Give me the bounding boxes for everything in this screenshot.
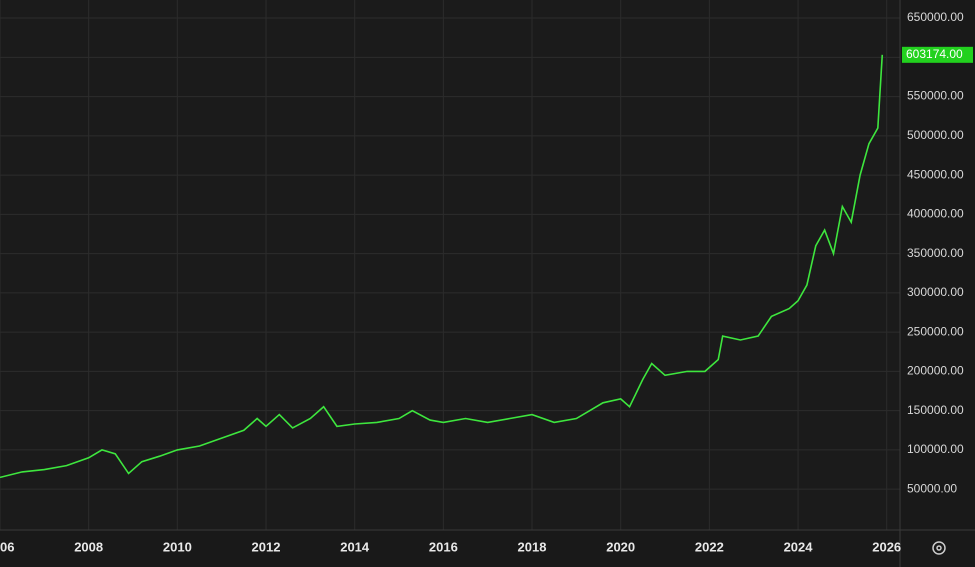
x-tick-label: 2026 <box>872 539 901 554</box>
y-tick-label: 50000.00 <box>907 481 957 495</box>
x-tick-label: 2016 <box>429 539 458 554</box>
x-tick-label: 2024 <box>784 539 814 554</box>
y-tick-label: 450000.00 <box>907 167 964 181</box>
x-tick-label: 2012 <box>252 539 281 554</box>
y-tick-label: 500000.00 <box>907 128 964 142</box>
price-line <box>0 54 884 479</box>
last-price-label: 603174.00 <box>906 47 963 61</box>
x-tick-label: 2008 <box>74 539 103 554</box>
x-tick-label: 2022 <box>695 539 724 554</box>
plot-area <box>0 0 900 530</box>
y-tick-label: 200000.00 <box>907 364 964 378</box>
y-tick-label: 650000.00 <box>907 10 964 24</box>
x-tick-label: 2006 <box>0 539 14 554</box>
y-tick-label: 100000.00 <box>907 442 964 456</box>
y-tick-label: 350000.00 <box>907 246 964 260</box>
x-tick-label: 2018 <box>518 539 547 554</box>
y-tick-label: 300000.00 <box>907 285 964 299</box>
y-tick-label: 250000.00 <box>907 324 964 338</box>
x-tick-label: 2014 <box>340 539 370 554</box>
x-tick-label: 2020 <box>606 539 635 554</box>
settings-icon[interactable] <box>932 541 946 555</box>
x-tick-label: 2010 <box>163 539 192 554</box>
y-tick-label: 150000.00 <box>907 403 964 417</box>
last-price-box <box>902 46 973 63</box>
y-tick-label: 550000.00 <box>907 89 964 103</box>
y-tick-label: 400000.00 <box>907 207 964 221</box>
